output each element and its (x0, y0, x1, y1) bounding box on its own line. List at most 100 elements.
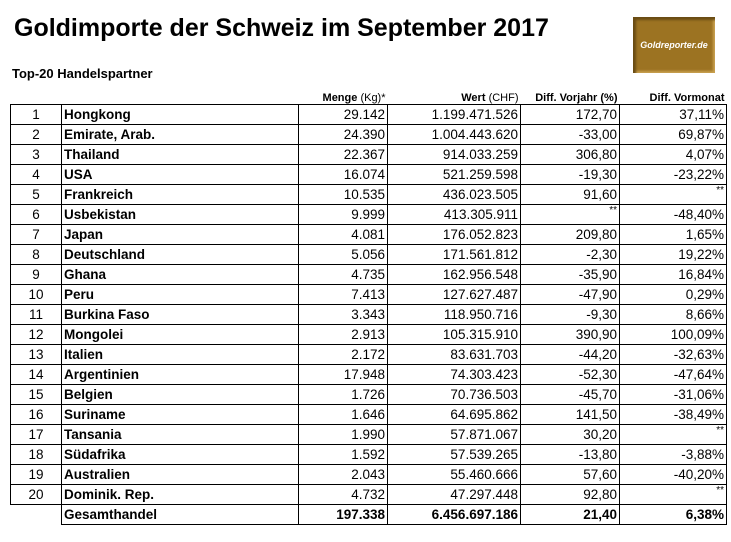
rank-cell: 4 (10, 164, 62, 185)
menge-cell: 2.172 (298, 344, 388, 365)
diff-vormonat-cell: 8,66% (619, 304, 727, 325)
wert-cell: 64.695.862 (387, 404, 521, 425)
table-row: 3 Thailand 22.367 914.033.259 306,80 4,07% (10, 144, 727, 165)
country-cell: Hongkong (61, 104, 299, 125)
table-row: 1 Hongkong 29.142 1.199.471.526 172,70 37,11% (10, 104, 727, 125)
table-row: 7 Japan 4.081 176.052.823 209,80 1,65% (10, 224, 727, 245)
rank-cell: 14 (10, 364, 62, 385)
menge-cell: 16.074 (298, 164, 388, 185)
country-cell: Usbekistan (61, 204, 299, 225)
table-row: 15 Belgien 1.726 70.736.503 -45,70 -31,06% (10, 384, 727, 405)
wert-cell: 436.023.505 (387, 184, 521, 205)
table-row: 20 Dominik. Rep. 4.732 47.297.448 92,80 ** (10, 484, 727, 505)
wert-cell: 171.561.812 (387, 244, 521, 265)
diff-vorjahr-cell: -13,80 (520, 444, 620, 465)
diff-vorjahr-cell: 21,40 (520, 504, 620, 525)
rank-cell: 18 (10, 444, 62, 465)
diff-vorjahr-cell: -9,30 (520, 304, 620, 325)
menge-cell: 17.948 (298, 364, 388, 385)
rank-cell: 8 (10, 244, 62, 265)
menge-cell: 197.338 (298, 504, 388, 525)
menge-cell: 1.726 (298, 384, 388, 405)
header-menge-unit: (Kg)* (360, 92, 386, 104)
country-cell: Japan (61, 224, 299, 245)
header-menge-label: Menge (322, 92, 358, 104)
diff-vormonat-cell: 19,22% (619, 244, 727, 265)
country-cell: Belgien (61, 384, 299, 405)
menge-cell: 4.735 (298, 264, 388, 285)
goldreporter-logo: Goldreporter.de (633, 17, 715, 73)
diff-vormonat-cell: ** (619, 424, 727, 445)
diff-vorjahr-cell: -47,90 (520, 284, 620, 305)
wert-cell: 118.950.716 (387, 304, 521, 325)
country-cell: Deutschland (61, 244, 299, 265)
table-row: 11 Burkina Faso 3.343 118.950.716 -9,30 8,66% (10, 304, 727, 325)
table-row: 18 Südafrika 1.592 57.539.265 -13,80 -3,88% (10, 444, 727, 465)
table-row: 9 Ghana 4.735 162.956.548 -35,90 16,84% (10, 264, 727, 285)
diff-vormonat-cell: ** (619, 184, 727, 205)
diff-vormonat-cell: -38,49% (619, 404, 727, 425)
country-cell: Dominik. Rep. (61, 484, 299, 505)
diff-vorjahr-cell: 30,20 (520, 424, 620, 445)
menge-cell: 4.732 (298, 484, 388, 505)
wert-cell: 83.631.703 (387, 344, 521, 365)
country-cell: Frankreich (61, 184, 299, 205)
rank-cell: 10 (10, 284, 62, 305)
table-row: 12 Mongolei 2.913 105.315.910 390,90 100,09% (10, 324, 727, 345)
menge-cell: 4.081 (298, 224, 388, 245)
rank-cell: 7 (10, 224, 62, 245)
diff-vorjahr-cell: 390,90 (520, 324, 620, 345)
rank-cell: 6 (10, 204, 62, 225)
rank-cell: 3 (10, 144, 62, 165)
trade-partner-table: Menge (Kg)* Wert (CHF) Diff. Vorjahr (%)… (10, 86, 727, 525)
diff-vormonat-cell: 16,84% (619, 264, 727, 285)
menge-cell: 1.592 (298, 444, 388, 465)
country-cell: USA (61, 164, 299, 185)
table-row: 4 USA 16.074 521.259.598 -19,30 -23,22% (10, 164, 727, 185)
diff-vorjahr-cell: -45,70 (520, 384, 620, 405)
diff-vormonat-cell: -31,06% (619, 384, 727, 405)
country-cell: Australien (61, 464, 299, 485)
diff-vormonat-cell: ** (619, 484, 727, 505)
diff-vorjahr-cell: 92,80 (520, 484, 620, 505)
diff-vorjahr-cell: ** (520, 204, 620, 225)
wert-cell: 914.033.259 (387, 144, 521, 165)
diff-vormonat-cell: -32,63% (619, 344, 727, 365)
diff-vorjahr-cell: 172,70 (520, 104, 620, 125)
rank-cell: 2 (10, 124, 62, 145)
rank-cell: 5 (10, 184, 62, 205)
diff-vorjahr-cell: 141,50 (520, 404, 620, 425)
diff-vorjahr-cell: -33,00 (520, 124, 620, 145)
diff-vormonat-cell: -3,88% (619, 444, 727, 465)
wert-cell: 57.871.067 (387, 424, 521, 445)
country-cell: Emirate, Arab. (61, 124, 299, 145)
total-row: Gesamthandel 197.338 6.456.697.186 21,40 6,3… (11, 504, 727, 525)
rank-cell (11, 505, 62, 525)
menge-cell: 9.999 (298, 204, 388, 225)
diff-vormonat-cell: -47,64% (619, 364, 727, 385)
header-wert: Wert (CHF) (388, 86, 521, 105)
wert-cell: 176.052.823 (387, 224, 521, 245)
diff-vormonat-cell: -48,40% (619, 204, 727, 225)
country-cell: Burkina Faso (61, 304, 299, 325)
diff-vorjahr-cell: -44,20 (520, 344, 620, 365)
table-row: 6 Usbekistan 9.999 413.305.911 ** -48,40% (10, 204, 727, 225)
rank-cell: 17 (10, 424, 62, 445)
rank-cell: 1 (10, 104, 62, 125)
diff-vorjahr-cell: 209,80 (520, 224, 620, 245)
menge-cell: 10.535 (298, 184, 388, 205)
table-row: 2 Emirate, Arab. 24.390 1.004.443.620 -33,00… (10, 124, 727, 145)
country-cell: Suriname (61, 404, 299, 425)
wert-cell: 521.259.598 (387, 164, 521, 185)
menge-cell: 3.343 (298, 304, 388, 325)
country-cell: Südafrika (61, 444, 299, 465)
menge-cell: 2.913 (298, 324, 388, 345)
menge-cell: 22.367 (298, 144, 388, 165)
diff-vormonat-cell: 37,11% (619, 104, 727, 125)
diff-vorjahr-cell: 91,60 (520, 184, 620, 205)
diff-vormonat-cell: 0,29% (619, 284, 727, 305)
diff-vormonat-cell: -40,20% (619, 464, 727, 485)
wert-cell: 162.956.548 (387, 264, 521, 285)
country-cell: Thailand (61, 144, 299, 165)
